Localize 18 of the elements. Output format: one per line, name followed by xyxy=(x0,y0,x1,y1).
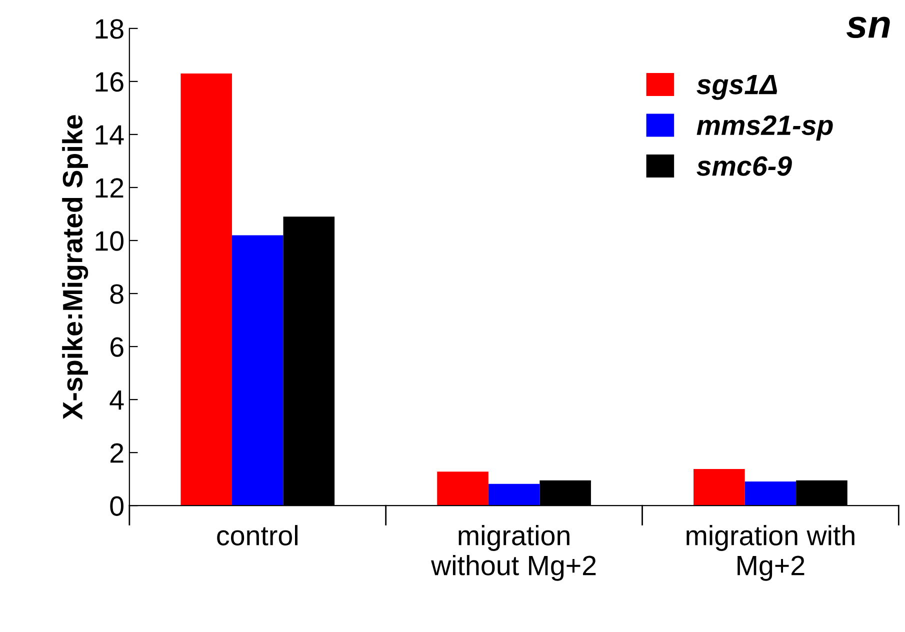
y-tick-label: 6 xyxy=(110,337,124,357)
legend-label: smc6-9 xyxy=(696,156,792,176)
y-tick-label: 0 xyxy=(110,496,124,516)
y-tick-label: 12 xyxy=(96,178,124,198)
annotation: sn xyxy=(846,16,890,38)
y-tick-label: 2 xyxy=(110,443,124,463)
y-tick-label: 4 xyxy=(110,390,124,410)
x-tick-label: migration without Mg+2 xyxy=(431,525,596,581)
y-tick-label: 8 xyxy=(110,284,124,304)
legend-label: sgs1Δ xyxy=(696,74,778,100)
x-tick-label: migration with Mg+2 xyxy=(686,525,854,581)
y-tick-label: 14 xyxy=(96,125,124,145)
y-axis-title: X-spike:Migrated Spike xyxy=(62,115,88,420)
y-tick-label: 16 xyxy=(96,72,124,92)
x-tick-label: control xyxy=(217,525,298,546)
y-tick-label: 10 xyxy=(96,231,124,251)
y-tick-label: 18 xyxy=(96,19,124,39)
legend-label: mms21-sp xyxy=(696,115,833,141)
